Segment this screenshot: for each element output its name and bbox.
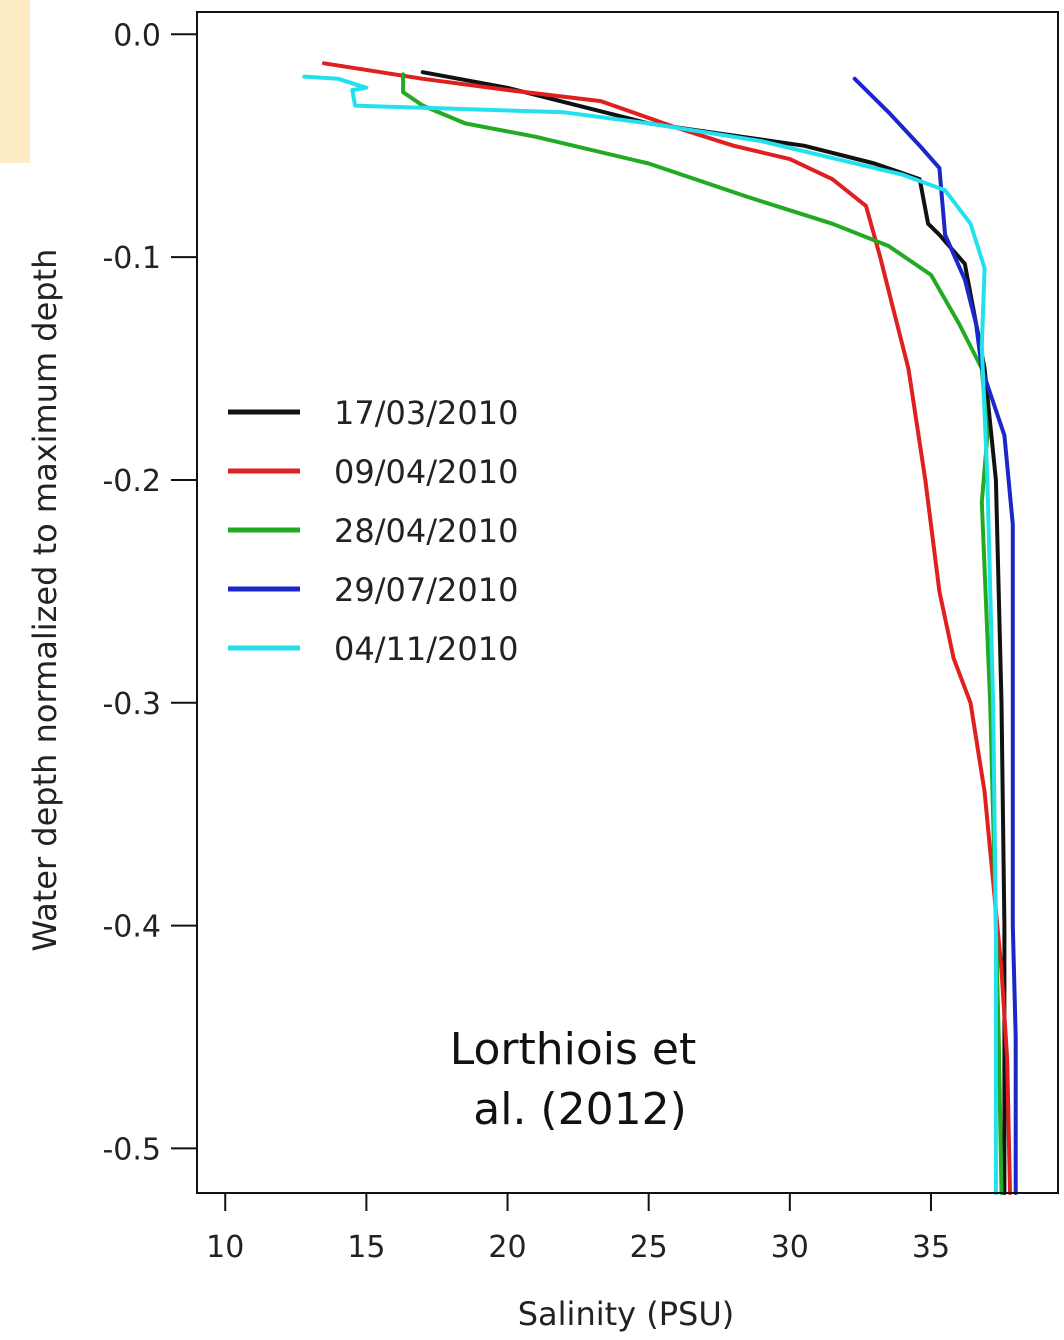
plot-area	[302, 61, 1018, 1195]
x-tick-label-0: 10	[206, 1230, 244, 1265]
y-axis-title: Water depth normalized to maximum depth	[26, 249, 64, 952]
x-tick-label-2: 20	[488, 1230, 526, 1265]
y-tick-label-2: -0.2	[102, 464, 161, 499]
y-tick-label-5: -0.5	[102, 1132, 161, 1167]
x-tick-label-3: 25	[630, 1230, 668, 1265]
citation-annotation: Lorthiois et al. (2012)	[450, 1024, 711, 1135]
corner-highlight	[0, 0, 30, 163]
legend-label-1: 17/03/2010	[334, 394, 518, 432]
citation-line-1: Lorthiois et	[450, 1024, 697, 1075]
series-line-5	[302, 74, 998, 1195]
legend-label-2: 09/04/2010	[334, 453, 518, 491]
series-line-3	[401, 72, 1004, 1195]
citation-line-2: al. (2012)	[473, 1084, 686, 1135]
y-tick-label-0: 0.0	[113, 18, 161, 53]
plot-frame	[196, 11, 1059, 1194]
x-axis-title: Salinity (PSU)	[518, 1295, 735, 1333]
y-tick-label-1: -0.1	[102, 241, 161, 276]
legend-label-3: 28/04/2010	[334, 512, 518, 550]
x-tick-label-1: 15	[347, 1230, 385, 1265]
y-tick-label-3: -0.3	[102, 687, 161, 722]
x-tick-label-4: 30	[771, 1230, 809, 1265]
legend-label-5: 04/11/2010	[334, 630, 518, 668]
axes: 10 15 20 25 30 35 0.0 -0.1 -0.2 -0.3 -0.4 -0.5	[102, 11, 1059, 1265]
legend: 17/03/2010 09/04/2010 28/04/2010 29/07/2010…	[228, 394, 518, 668]
series-line-4	[852, 76, 1018, 1195]
x-tick-label-5: 35	[912, 1230, 950, 1265]
y-tick-label-4: -0.4	[102, 910, 161, 945]
series-line-2	[322, 61, 1012, 1195]
legend-label-4: 29/07/2010	[334, 571, 518, 609]
